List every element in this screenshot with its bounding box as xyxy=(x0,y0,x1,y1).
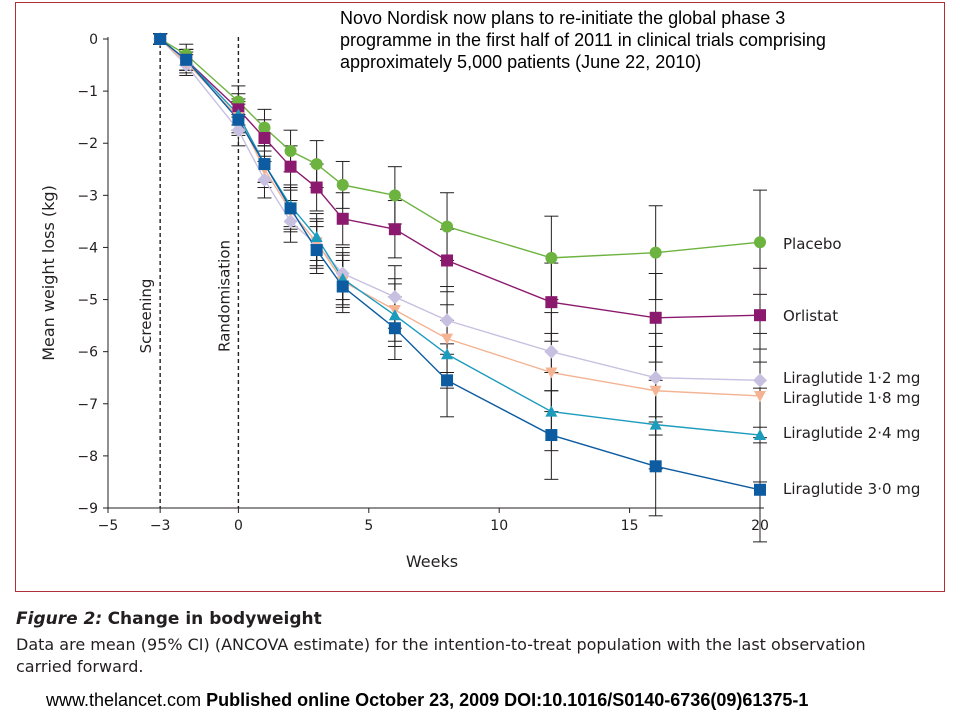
data-point xyxy=(545,405,558,417)
series-markers xyxy=(153,32,767,496)
series-line xyxy=(159,38,761,259)
data-point xyxy=(648,370,663,385)
data-point xyxy=(257,172,272,187)
data-point xyxy=(231,123,246,138)
data-point xyxy=(336,280,349,293)
chart-frame xyxy=(15,2,945,592)
y-tick-label: −5 xyxy=(77,293,98,309)
data-point xyxy=(649,460,662,473)
source-publication: Published online October 23, 2009 DOI:10… xyxy=(206,690,809,710)
data-point xyxy=(232,113,245,126)
series-label: Liraglutide 3·0 mg xyxy=(783,480,920,498)
y-tick-label: −4 xyxy=(77,240,98,256)
data-point xyxy=(310,158,323,171)
series-lines xyxy=(159,38,761,491)
data-point xyxy=(754,483,766,496)
y-tick-label: −2 xyxy=(77,136,98,152)
reference-line-label: Screening xyxy=(137,279,155,354)
data-point xyxy=(388,223,401,236)
data-point xyxy=(284,145,297,158)
y-tick-label: −1 xyxy=(77,84,98,100)
data-point xyxy=(441,374,454,387)
error-bars xyxy=(153,33,767,543)
data-point xyxy=(388,189,401,202)
source-url[interactable]: www.thelancet.com xyxy=(46,690,202,710)
data-point xyxy=(284,160,297,173)
data-point xyxy=(545,296,558,309)
series-line xyxy=(159,38,761,382)
weight-loss-chart: 0−1−2−3−4−5−6−7−8−9−5 −3 0 5 10 15 20 Screenin… xyxy=(39,32,920,571)
series-label: Orlistat xyxy=(783,307,838,325)
figure-title: Figure 2: Change in bodyweight xyxy=(16,608,936,630)
data-point xyxy=(258,158,271,171)
x-tick-label: 0 xyxy=(234,518,243,534)
data-point xyxy=(336,212,349,225)
data-point xyxy=(440,313,455,328)
figure-label: Figure 2: xyxy=(16,609,103,629)
figure-title-text: Change in bodyweight xyxy=(107,609,322,629)
y-axis-label: Mean weight loss (kg) xyxy=(39,185,58,361)
y-tick-label: −9 xyxy=(77,501,98,517)
data-point xyxy=(336,178,349,191)
announcement-note: Novo Nordisk now plans to re-initiate th… xyxy=(340,8,826,72)
reference-lines: Screening Randomisation xyxy=(137,37,240,508)
y-tick-label: −7 xyxy=(77,397,98,413)
chart-axes: 0−1−2−3−4−5−6−7−8−9−5 −3 0 5 10 15 20 xyxy=(77,32,769,534)
series-line xyxy=(159,38,761,319)
data-point xyxy=(649,311,662,324)
data-point xyxy=(258,132,271,145)
data-point xyxy=(754,236,766,249)
series-label: Placebo xyxy=(783,235,842,253)
data-point xyxy=(441,254,454,267)
data-point xyxy=(544,344,559,359)
series-label: Liraglutide 2·4 mg xyxy=(783,424,920,442)
data-point xyxy=(649,385,662,397)
data-point xyxy=(180,53,193,66)
reference-line-label: Randomisation xyxy=(215,240,233,352)
series-line xyxy=(159,38,761,491)
series-label: Liraglutide 1·2 mg xyxy=(783,369,920,387)
data-point xyxy=(388,309,401,321)
data-point xyxy=(545,251,558,264)
data-point xyxy=(441,220,454,233)
data-point xyxy=(387,289,402,304)
data-point xyxy=(649,418,662,430)
data-point xyxy=(388,322,401,335)
y-tick-label: 0 xyxy=(89,32,98,48)
data-point xyxy=(649,246,662,259)
data-point xyxy=(258,121,271,134)
y-tick-label: −8 xyxy=(77,449,98,465)
data-point xyxy=(754,429,766,441)
y-tick-label: −6 xyxy=(77,345,98,361)
data-point xyxy=(310,231,323,243)
data-point xyxy=(545,429,558,442)
x-tick-label: 5 xyxy=(364,518,373,534)
data-point xyxy=(310,244,323,257)
figure-caption: Figure 2: Change in bodyweight Data are … xyxy=(16,608,936,678)
x-tick-label: −3 xyxy=(150,518,171,534)
data-point xyxy=(283,214,298,229)
data-point xyxy=(754,390,766,402)
series-line xyxy=(159,38,761,397)
series-labels: Placebo Orlistat Liraglutide 1·2 mg Liraglu… xyxy=(783,235,920,498)
x-tick-label: 10 xyxy=(490,518,508,534)
data-point xyxy=(754,309,766,322)
data-point xyxy=(753,373,767,388)
data-point xyxy=(284,202,297,215)
data-point xyxy=(441,333,454,345)
series-label: Liraglutide 1·8 mg xyxy=(783,389,920,407)
x-axis-label: Weeks xyxy=(406,552,458,571)
data-point xyxy=(310,181,323,194)
x-tick-label: −5 xyxy=(98,518,119,534)
x-tick-label: 15 xyxy=(621,518,639,534)
data-point xyxy=(154,33,167,45)
y-tick-label: −3 xyxy=(77,188,98,204)
data-point xyxy=(545,367,558,379)
source-citation: www.thelancet.com Published online Octob… xyxy=(46,690,808,711)
series-line xyxy=(159,38,761,436)
figure-description: Data are mean (95% CI) (ANCOVA estimate)… xyxy=(16,635,866,676)
data-point xyxy=(441,348,454,360)
